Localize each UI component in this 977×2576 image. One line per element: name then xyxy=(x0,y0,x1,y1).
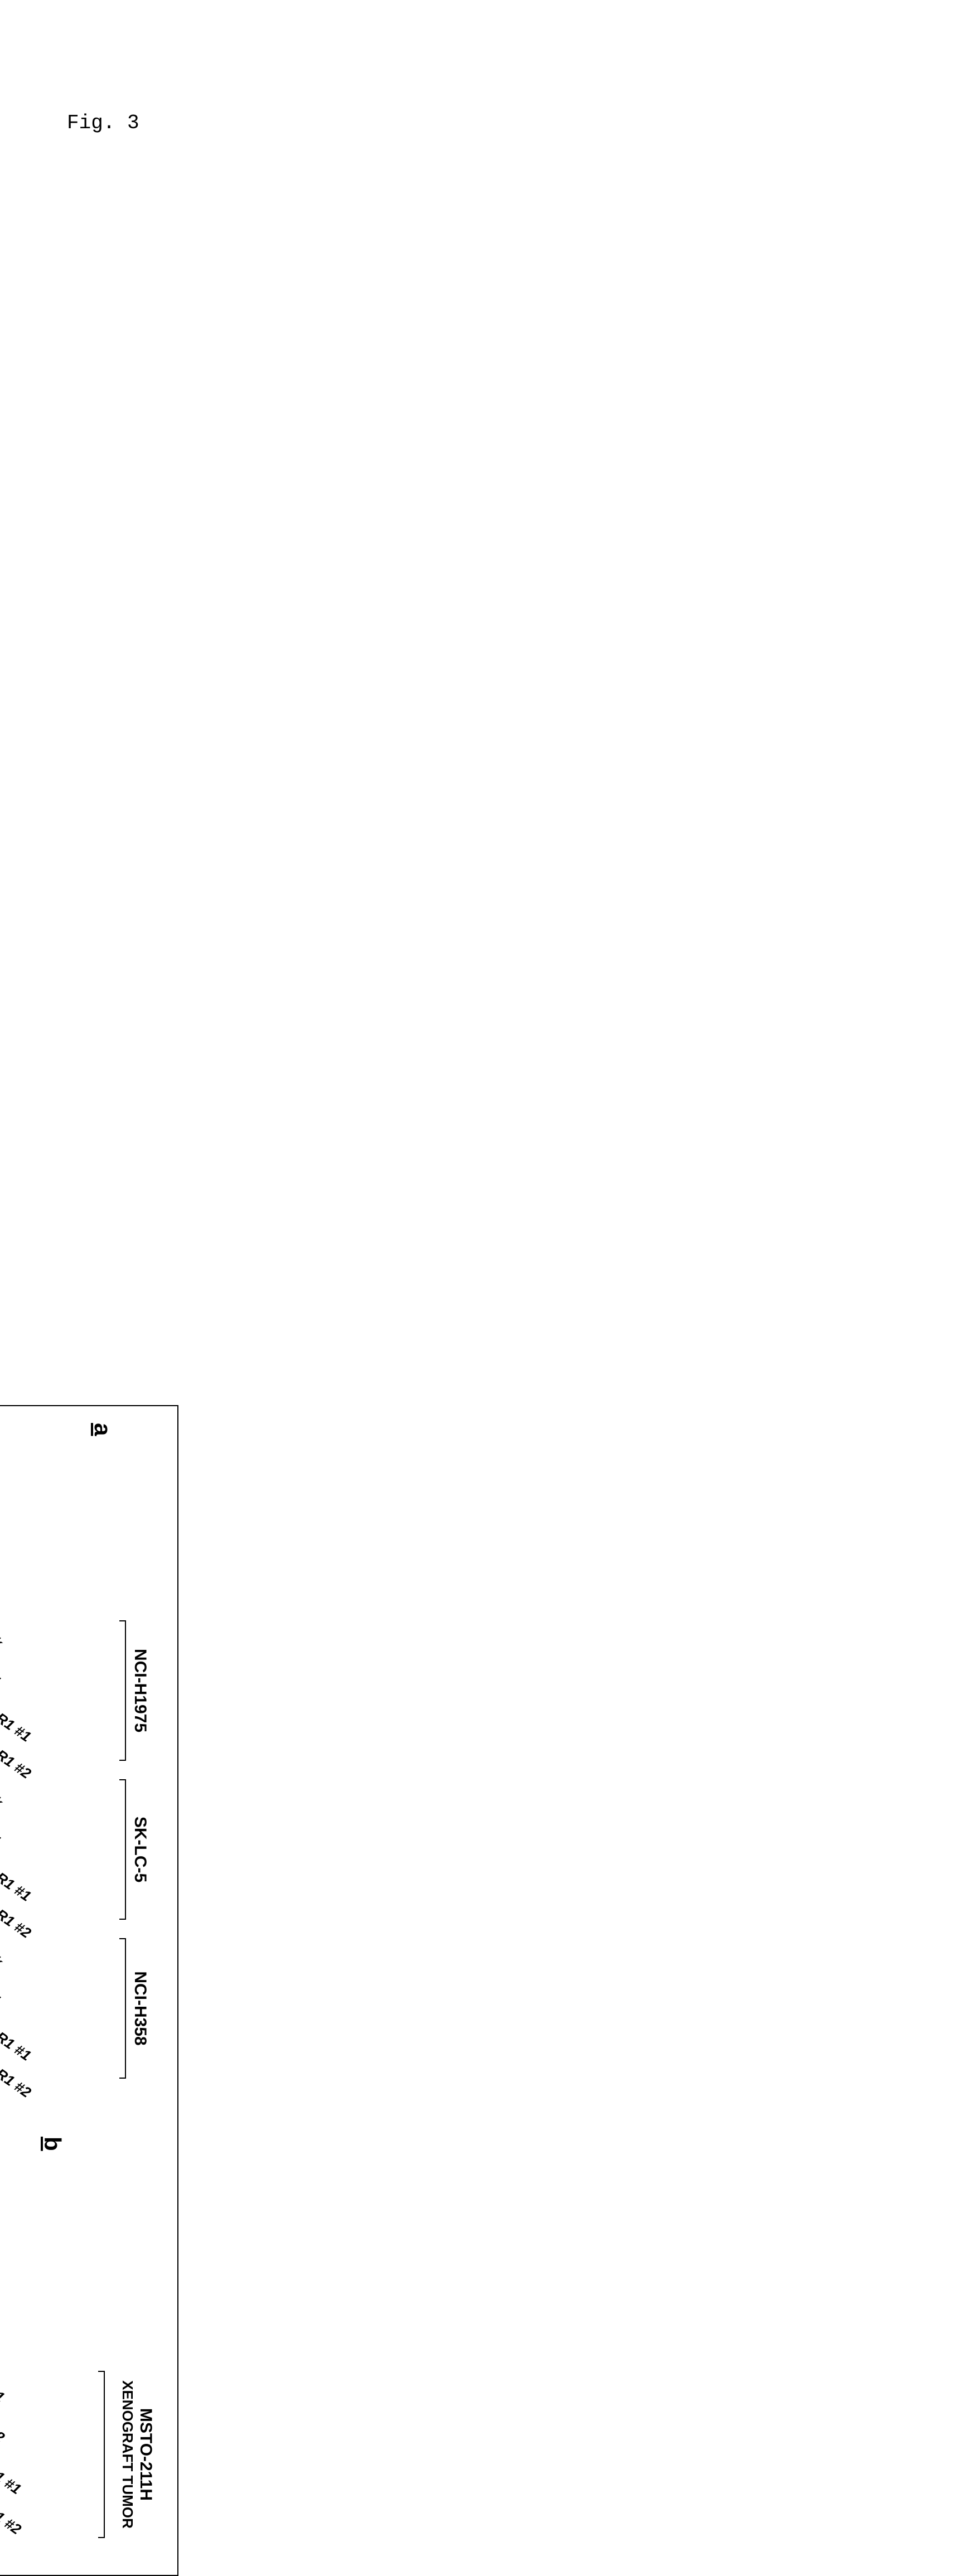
panel-b-header-line2: XENOGRAFT TUMOR xyxy=(119,2354,136,2555)
panel-b-header-line1: MSTO-211H xyxy=(136,2354,155,2555)
panel-a-cellline-2: NCI-H358 xyxy=(130,1936,149,2081)
panel-a-lane-label: mock xyxy=(0,1935,6,1971)
panel-a-lane-label: siScr xyxy=(0,1972,4,2007)
panel-b-lane-label: VC #2 xyxy=(0,2409,8,2447)
panel-b-lane-label: VC #1 xyxy=(0,2369,8,2406)
panel-b-lane-label: ROR1 #1 xyxy=(0,2449,25,2498)
panel-a-lane-label: mock xyxy=(0,1776,6,1812)
panel-a-lane-label: siROR1 #1 xyxy=(0,1849,34,1905)
panel-a-bracket-1 xyxy=(119,1779,126,1920)
panel-a-lane-label: siScr xyxy=(0,1813,4,1847)
panel-a-label: a xyxy=(89,1423,116,1436)
panel-a-lane-label: siROR1 #1 xyxy=(0,2009,34,2065)
panel-a-cellline-0: NCI-H1975 xyxy=(130,1618,149,1763)
figure-container: a b MSTO-211H XENOGRAFT TUMOR NCI-H1975 S… xyxy=(0,1405,178,2576)
panel-a-bracket-0 xyxy=(119,1620,126,1761)
figure-number-label: Fig. 3 xyxy=(67,112,139,134)
panel-a-bracket-2 xyxy=(119,1938,126,2079)
panel-a-cellline-1: SK-LC-5 xyxy=(130,1777,149,1922)
panel-a-lane-label: mock xyxy=(0,1616,6,1652)
panel-a-lane-label: siROR1 #1 xyxy=(0,1690,34,1746)
panel-a-lane-label: siScr xyxy=(0,1653,4,1688)
panel-b-bracket xyxy=(98,2371,105,2538)
panel-b-label: b xyxy=(39,2137,66,2151)
panel-b-header: MSTO-211H XENOGRAFT TUMOR xyxy=(119,2354,155,2555)
